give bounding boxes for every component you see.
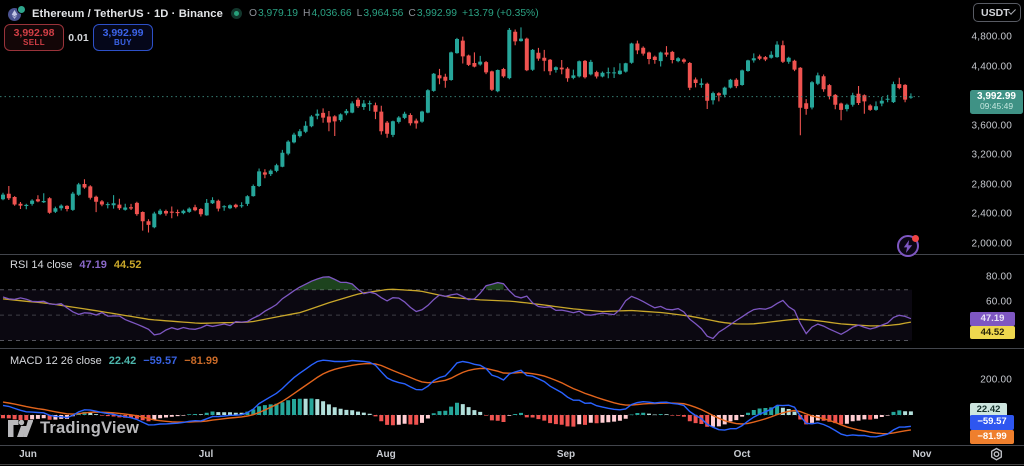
- rsi-value: 47.19: [79, 259, 107, 271]
- high-value: 4,036.66: [311, 8, 352, 19]
- close-value: 3,992.99: [416, 8, 457, 19]
- candle-bodies-down: [6, 31, 908, 225]
- macd-signal-line: [2, 362, 912, 435]
- macd-title: MACD: [10, 355, 43, 367]
- time-tick-sep: Sep: [556, 449, 576, 460]
- time-tick-aug: Aug: [376, 449, 396, 460]
- notification-dot: [912, 235, 919, 242]
- axis-tick-label: 3,200.00: [971, 149, 1012, 161]
- sell-label: SELL: [22, 37, 46, 47]
- screen-bottom-edge: [0, 464, 1024, 465]
- rsi-name: RSI 14 close: [10, 259, 72, 271]
- ohlc-item: C3,992.99: [408, 8, 457, 19]
- open-label: O: [248, 8, 257, 19]
- macd-line-badge: −59.57: [970, 415, 1014, 430]
- macd-histogram-ga: [76, 398, 902, 416]
- macd-line: [2, 359, 911, 438]
- symbol-legend[interactable]: Ethereum / TetherUS · 1D · Binance O3,97…: [8, 5, 539, 22]
- currency-label: USDT: [981, 6, 1010, 19]
- market-open-dot: [233, 10, 240, 17]
- candle-wicks-up: [2, 27, 912, 229]
- buy-price: 3,992.99: [102, 26, 144, 39]
- axis-tick-label: 60.00: [985, 296, 1012, 308]
- bar-countdown: 09:45:49: [979, 101, 1014, 112]
- lightning-bolt-icon: [903, 239, 913, 253]
- quick-trade-button[interactable]: [897, 235, 919, 257]
- candle-wicks-down: [8, 29, 906, 233]
- time-tick-jul: Jul: [198, 449, 214, 460]
- tradingview-watermark: TradingView: [8, 419, 139, 438]
- rsi-overbought-fill: [299, 276, 504, 290]
- macd-signal-value: −81.99: [184, 355, 219, 367]
- open-value: 3,979.19: [257, 8, 299, 19]
- macd-signal-badge: −81.99: [970, 429, 1014, 444]
- rsi-line: [2, 276, 912, 340]
- ohlc-item: H4,036.66: [303, 8, 352, 19]
- axis-tick-label: 4,800.00: [971, 31, 1012, 43]
- symbol-title[interactable]: Ethereum / TetherUS · 1D · Binance: [32, 7, 223, 20]
- spread-value: 0.01: [68, 31, 89, 44]
- pane-divider-rsi[interactable]: [0, 254, 1024, 255]
- macd-name: MACD 12 26 close: [10, 355, 102, 367]
- symbol-pair-icons: [8, 5, 27, 22]
- macd-params: 12 26 close: [45, 355, 102, 367]
- sell-button[interactable]: 3,992.98 SELL: [4, 24, 64, 51]
- axis-tick-label: 200.00: [980, 374, 1012, 386]
- high-label: H: [303, 8, 311, 19]
- rsi-ma-line: [2, 288, 912, 327]
- low-value: 3,964.56: [363, 8, 404, 19]
- ohlc-values: O3,979.19 H4,036.66 L3,964.56 C3,992.99 …: [249, 8, 539, 19]
- time-tick-nov: Nov: [912, 449, 932, 460]
- macd-legend[interactable]: MACD 12 26 close 22.42 −59.57 −81.99: [10, 355, 218, 367]
- macd-histogram-badge: 22.42: [970, 403, 1007, 417]
- rsi-value-badge: 47.19: [970, 312, 1015, 326]
- buy-button[interactable]: 3,992.99 BUY: [93, 24, 153, 51]
- ohlc-item: O3,979.19: [249, 8, 298, 19]
- axis-tick-label: 2,800.00: [971, 179, 1012, 191]
- rsi-params: 14 close: [31, 259, 73, 271]
- currency-selector[interactable]: USDT: [973, 3, 1021, 22]
- ohlc-item: L3,964.56: [357, 8, 404, 19]
- rsi-ma-value-badge: 44.52: [970, 325, 1015, 340]
- macd-histogram-gb: [30, 415, 890, 427]
- time-axis-settings-button[interactable]: [988, 446, 1005, 463]
- rsi-ma-value: 44.52: [113, 259, 142, 271]
- axis-tick-label: 2,400.00: [971, 208, 1012, 220]
- trade-buttons: 3,992.98 SELL 0.01 3,992.99 BUY: [4, 24, 153, 51]
- market-status-icon[interactable]: [230, 8, 242, 19]
- last-price-badge: 3,992.99 09:45:49: [970, 89, 1023, 114]
- watermark-text: TradingView: [40, 419, 140, 437]
- rsi-title: RSI: [10, 259, 29, 271]
- close-label: C: [408, 8, 416, 19]
- axis-tick-label: 80.00: [985, 271, 1012, 283]
- macd-hist-value: 22.42: [108, 355, 137, 367]
- axis-tick-label: 4,400.00: [971, 61, 1012, 73]
- axis-tick-label: 3,600.00: [971, 120, 1012, 132]
- ethereum-glyph-icon: [11, 10, 18, 19]
- time-tick-jun: Jun: [19, 449, 37, 460]
- gear-icon: [990, 447, 1003, 461]
- change-value: +13.79 (+0.35%): [461, 8, 539, 19]
- buy-label: BUY: [113, 37, 133, 47]
- candle-bodies-up: [1, 29, 913, 228]
- axis-tick-label: 2,000.00: [971, 238, 1012, 250]
- rsi-legend[interactable]: RSI 14 close 47.19 44.52: [10, 259, 141, 271]
- time-axis-separator: [0, 445, 1024, 446]
- macd-line-value: −59.57: [143, 355, 178, 367]
- tether-coin-icon: [17, 5, 26, 14]
- pane-divider-macd[interactable]: [0, 348, 1024, 349]
- low-label: L: [356, 8, 363, 19]
- time-tick-oct: Oct: [733, 449, 751, 460]
- last-price-value: 3,992.99: [977, 90, 1016, 102]
- sell-price: 3,992.98: [13, 26, 55, 39]
- tradingview-logo-icon: [8, 420, 33, 437]
